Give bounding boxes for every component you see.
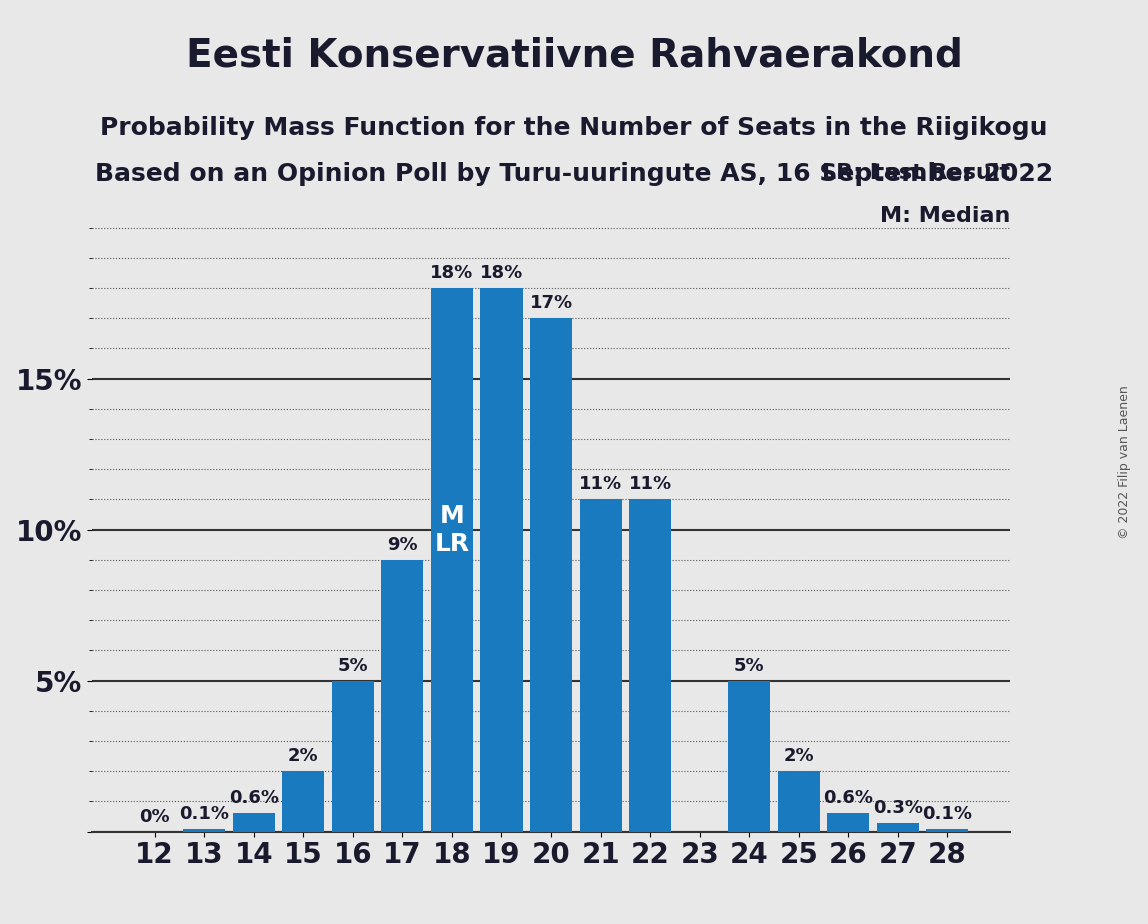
Bar xyxy=(926,829,969,832)
Bar xyxy=(629,499,672,832)
Text: 2%: 2% xyxy=(783,748,814,765)
Text: 0.3%: 0.3% xyxy=(872,798,923,817)
Text: LR: Last Result: LR: Last Result xyxy=(822,163,1010,183)
Text: 18%: 18% xyxy=(480,264,523,282)
Text: 0.6%: 0.6% xyxy=(228,789,279,808)
Text: 11%: 11% xyxy=(629,475,672,493)
Text: 0.1%: 0.1% xyxy=(923,805,972,822)
Text: M: Median: M: Median xyxy=(879,206,1010,226)
Bar xyxy=(530,318,572,832)
Text: 0.1%: 0.1% xyxy=(179,805,230,822)
Bar xyxy=(728,681,770,832)
Bar xyxy=(282,772,325,832)
Bar xyxy=(777,772,820,832)
Bar xyxy=(828,813,869,832)
Bar xyxy=(430,288,473,832)
Text: 0.6%: 0.6% xyxy=(823,789,874,808)
Text: 11%: 11% xyxy=(579,475,622,493)
Text: Probability Mass Function for the Number of Seats in the Riigikogu: Probability Mass Function for the Number… xyxy=(100,116,1048,140)
Text: 5%: 5% xyxy=(734,657,765,675)
Text: 5%: 5% xyxy=(338,657,369,675)
Bar xyxy=(877,822,918,832)
Text: 9%: 9% xyxy=(387,536,418,553)
Text: Eesti Konservatiivne Rahvaerakond: Eesti Konservatiivne Rahvaerakond xyxy=(186,37,962,75)
Bar xyxy=(580,499,622,832)
Bar xyxy=(332,681,374,832)
Bar xyxy=(233,813,274,832)
Bar xyxy=(381,560,424,832)
Text: 0%: 0% xyxy=(139,808,170,825)
Text: 17%: 17% xyxy=(529,294,573,312)
Text: Based on an Opinion Poll by Turu-uuringute AS, 16 September 2022: Based on an Opinion Poll by Turu-uuringu… xyxy=(95,162,1053,186)
Text: 2%: 2% xyxy=(288,748,319,765)
Text: © 2022 Filip van Laenen: © 2022 Filip van Laenen xyxy=(1118,385,1131,539)
Text: 18%: 18% xyxy=(430,264,474,282)
Bar xyxy=(184,829,225,832)
Bar xyxy=(480,288,522,832)
Text: M
LR: M LR xyxy=(434,504,470,555)
